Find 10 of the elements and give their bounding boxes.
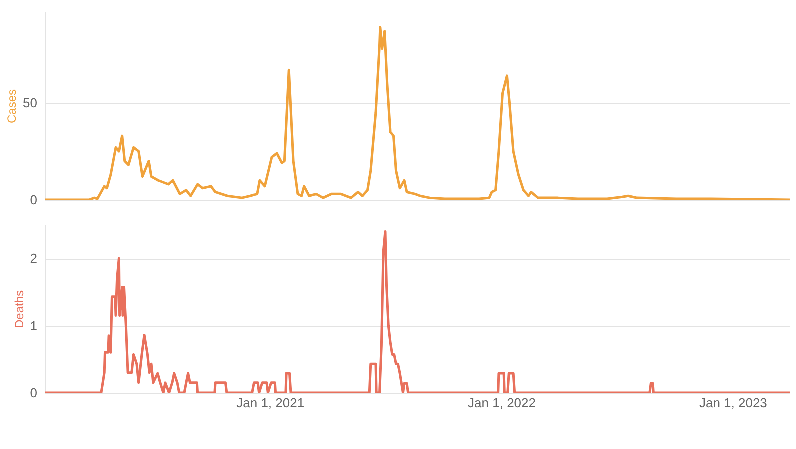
x-tick-label: Jan 1, 2021 (236, 396, 305, 410)
y-tick-label: 2 (30, 251, 38, 266)
x-tick-label: Jan 1, 2023 (699, 396, 768, 410)
y-tick-label: 1 (30, 318, 38, 334)
y-tick-label: 0 (30, 192, 38, 208)
y-tick-label: 50 (23, 96, 38, 111)
y-axis-title: Deaths (12, 290, 26, 329)
y-axis-title: Cases (5, 89, 20, 124)
y-tick-label: 0 (30, 386, 38, 400)
x-tick-label: Jan 1, 2022 (468, 396, 536, 410)
